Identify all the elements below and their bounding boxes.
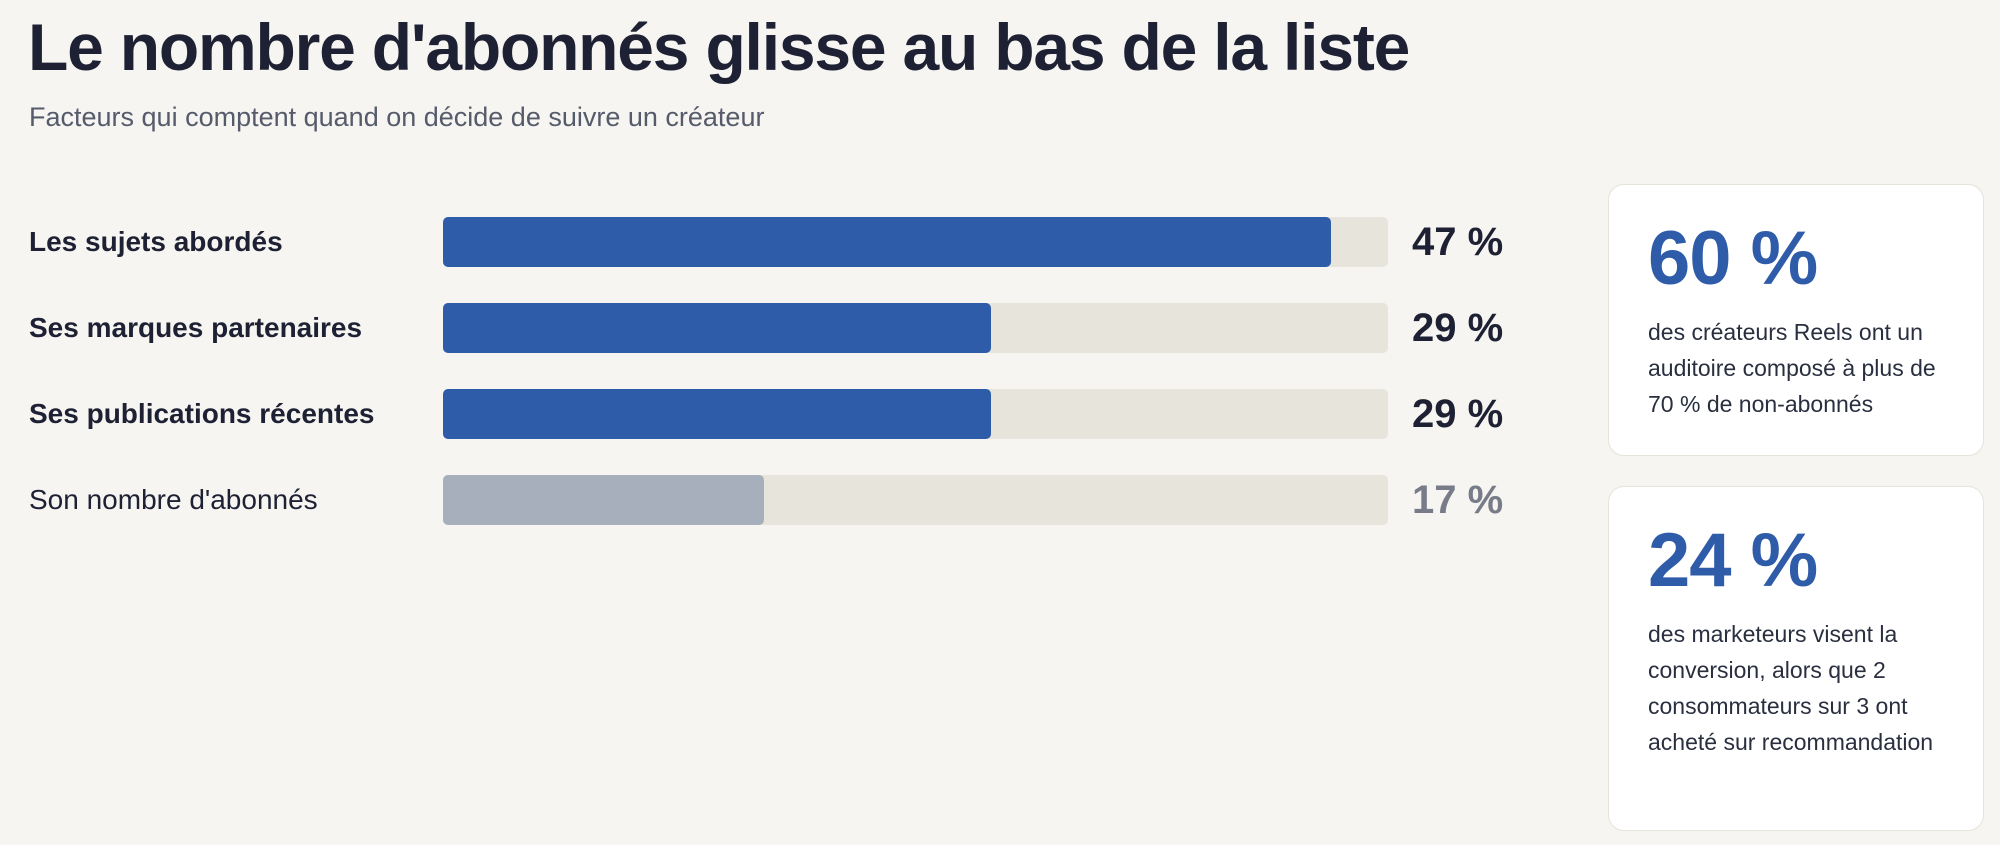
bar-track bbox=[443, 303, 1388, 353]
stat-description: des créateurs Reels ont un auditoire com… bbox=[1648, 319, 1936, 417]
bar bbox=[443, 389, 991, 439]
bar bbox=[443, 475, 764, 525]
value-label: 29 % bbox=[1412, 306, 1504, 350]
bar-chart: Les sujets abordés 47 % Ses marques parten… bbox=[0, 217, 1560, 525]
bar-row: Ses marques partenaires 29 % bbox=[0, 303, 1560, 353]
value-label: 17 % bbox=[1412, 478, 1504, 522]
bar-track bbox=[443, 475, 1388, 525]
chart-title: Le nombre d'abonnés glisse au bas de la … bbox=[28, 10, 1410, 84]
bar bbox=[443, 303, 991, 353]
stat-value: 60 % bbox=[1648, 216, 1818, 301]
category-label: Ses marques partenaires bbox=[29, 312, 363, 343]
value-label: 29 % bbox=[1412, 392, 1504, 436]
bar-row: Son nombre d'abonnés 17 % bbox=[0, 475, 1560, 525]
stat-card-marketers: 24 % des marketeurs visent la conversion… bbox=[1608, 486, 1984, 831]
stat-description: des marketeurs visent la conversion, alo… bbox=[1648, 621, 1934, 755]
stat-card-creators: 60 % des créateurs Reels ont un auditoir… bbox=[1608, 184, 1984, 456]
bar-track bbox=[443, 217, 1388, 267]
chart-subtitle: Facteurs qui comptent quand on décide de… bbox=[29, 102, 765, 132]
bar-track bbox=[443, 389, 1388, 439]
bar-row: Les sujets abordés 47 % bbox=[0, 217, 1560, 267]
category-label: Son nombre d'abonnés bbox=[29, 484, 318, 515]
stat-value: 24 % bbox=[1648, 518, 1818, 603]
category-label: Ses publications récentes bbox=[29, 398, 375, 429]
bar-row: Ses publications récentes 29 % bbox=[0, 389, 1560, 439]
bar bbox=[443, 217, 1331, 267]
category-label: Les sujets abordés bbox=[29, 226, 283, 257]
value-label: 47 % bbox=[1412, 220, 1504, 264]
